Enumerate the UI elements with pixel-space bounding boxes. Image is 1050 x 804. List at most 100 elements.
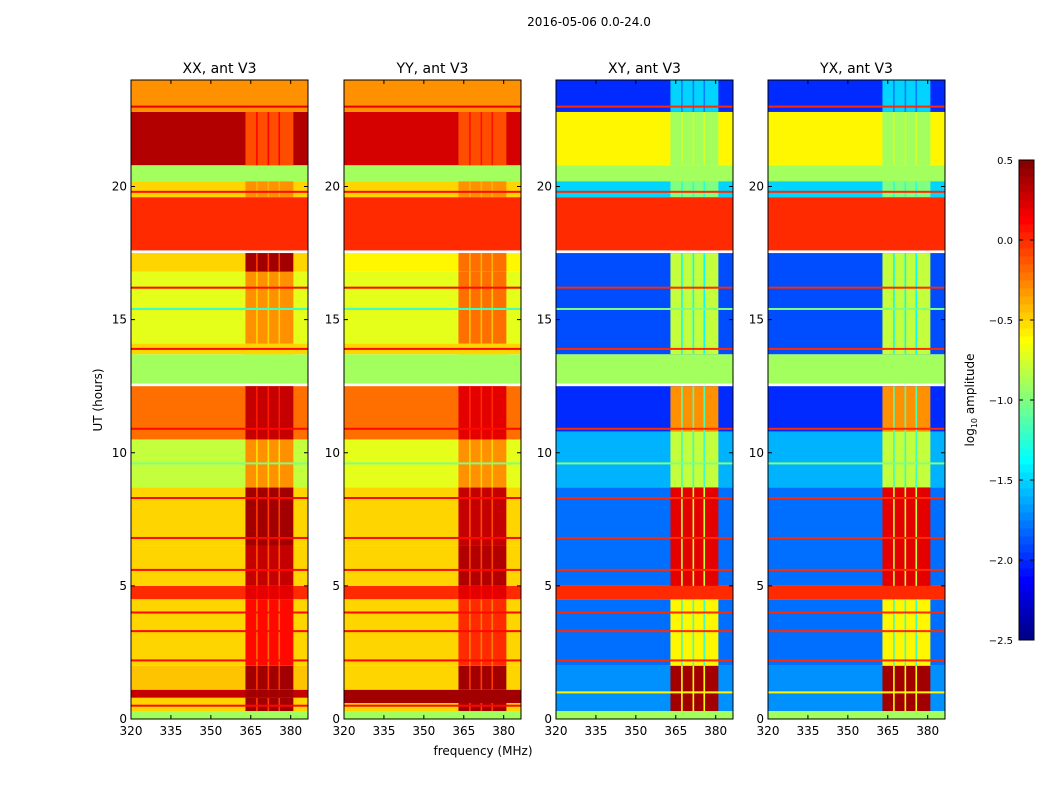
heatmap-cell-high [245,253,294,272]
heatmap-cell-gap [469,703,471,712]
heatmap-cell-gap [703,431,706,488]
heatmap-cell-gap [692,197,695,251]
heatmap-cell-gap [267,665,270,690]
heatmap-cell-high [882,197,931,251]
heatmap-cell-high [458,354,507,384]
heatmap-cell-gap [256,253,258,272]
x-tick-label: 365 [452,724,475,738]
heatmap-cell-gap [278,354,281,384]
y-tick-label: 20 [325,180,340,194]
heatmap-row-line [768,427,945,430]
heatmap-row-line [344,536,521,539]
heatmap-row-line [344,190,521,193]
heatmap-cell-high [458,197,507,251]
heatmap-cell-gap [904,354,907,384]
colorbar-swatch [1019,568,1034,577]
heatmap-row-line [556,497,733,500]
x-tick-label: 350 [836,724,859,738]
heatmap-cell-gap [692,585,695,600]
heatmap-cell-high [245,271,294,344]
y-tick-label: 0 [332,712,340,726]
panel-title: XX, ant V3 [183,61,257,77]
heatmap-cell-gap [267,197,270,251]
heatmap-cell-gap [267,487,270,546]
heatmap-cell-high [670,487,719,586]
heatmap-cell-gap [491,271,494,344]
colorbar-swatch [1019,584,1034,593]
heatmap-cell-gap [681,80,683,112]
x-tick-label: 380 [492,724,515,738]
heatmap-cell-gap [681,354,683,384]
heatmap-cell-gap [681,665,683,712]
colorbar-swatch [1019,368,1034,377]
heatmap-row-line [768,462,945,465]
heatmap-cell-gap [893,354,895,384]
heatmap-cell-gap [681,599,683,666]
heatmap-cell-high [670,711,719,719]
heatmap-cell-gap [904,665,907,712]
heatmap-cell-gap [904,487,907,586]
heatmap-row-line [556,427,733,430]
colorbar-swatch [1019,176,1034,185]
heatmap-row-line [556,462,733,465]
heatmap-row-line [131,286,308,289]
heatmap-cell-gap [491,165,494,182]
heatmap-cell-gap [480,545,483,586]
heatmap-cell-gap [469,386,471,440]
heatmap-cell-gap [480,354,483,384]
heatmap-cell-gap [256,689,258,698]
colorbar-tick-label: −1.5 [989,476,1013,487]
heatmap-row-line [131,307,308,310]
heatmap-cell-gap [480,386,483,440]
x-tick-label: 335 [796,724,819,738]
colorbar-swatch [1019,432,1034,441]
heatmap-cell-high [670,165,719,182]
heatmap-cell-high [245,665,294,690]
heatmap-cell-gap [491,80,494,112]
heatmap-cell-gap [692,599,695,666]
colorbar-swatch [1019,456,1034,465]
colorbar-swatch [1019,544,1034,553]
heatmap-cell-gap [692,181,695,198]
y-tick-label: 15 [112,313,127,327]
heatmap-cell-gap [904,599,907,666]
colorbar-swatch [1019,336,1034,345]
heatmap-cell-high [882,354,931,384]
heatmap-cell-gap [681,431,683,488]
heatmap-cell-high [245,386,294,440]
heatmap-row-line [131,630,308,633]
y-tick-label: 15 [325,313,340,327]
heatmap-cell-low [131,689,308,698]
heatmap-cell-high [245,165,294,182]
x-tick-label: 365 [876,724,899,738]
heatmap-cell-gap [469,197,471,251]
heatmap-cell-gap [469,711,471,719]
heatmap-cell-gap [915,599,918,666]
colorbar-swatch [1019,256,1034,265]
heatmap-row-line [768,286,945,289]
heatmap-cell-high [245,181,294,198]
heatmap-cell-gap [256,197,258,251]
heatmap-cell-high [458,111,507,166]
y-tick-label: 15 [749,313,764,327]
y-tick-label: 0 [756,712,764,726]
heatmap-cell-gap [278,487,281,546]
heatmap-cell-gap [469,487,471,546]
y-axis-label: UT (hours) [91,368,105,431]
heatmap-row-line [556,536,733,539]
heatmap-cell-gap [278,181,281,198]
heatmap-cell-gap [469,80,471,112]
heatmap-cell-gap [681,181,683,198]
heatmap-cell-gap [893,386,895,432]
heatmap-cell-high [670,431,719,488]
heatmap-cell-gap [278,697,281,712]
heatmap-cell-gap [915,111,918,166]
heatmap-cell-gap [469,165,471,182]
panel-title: XY, ant V3 [608,61,681,77]
heatmap-cell-gap [278,253,281,272]
heatmap-cell-gap [469,354,471,384]
x-tick-label: 350 [199,724,222,738]
heatmap-cell-gap [256,354,258,384]
heatmap-cell-gap [491,689,494,704]
heatmap-row-line [556,611,733,614]
